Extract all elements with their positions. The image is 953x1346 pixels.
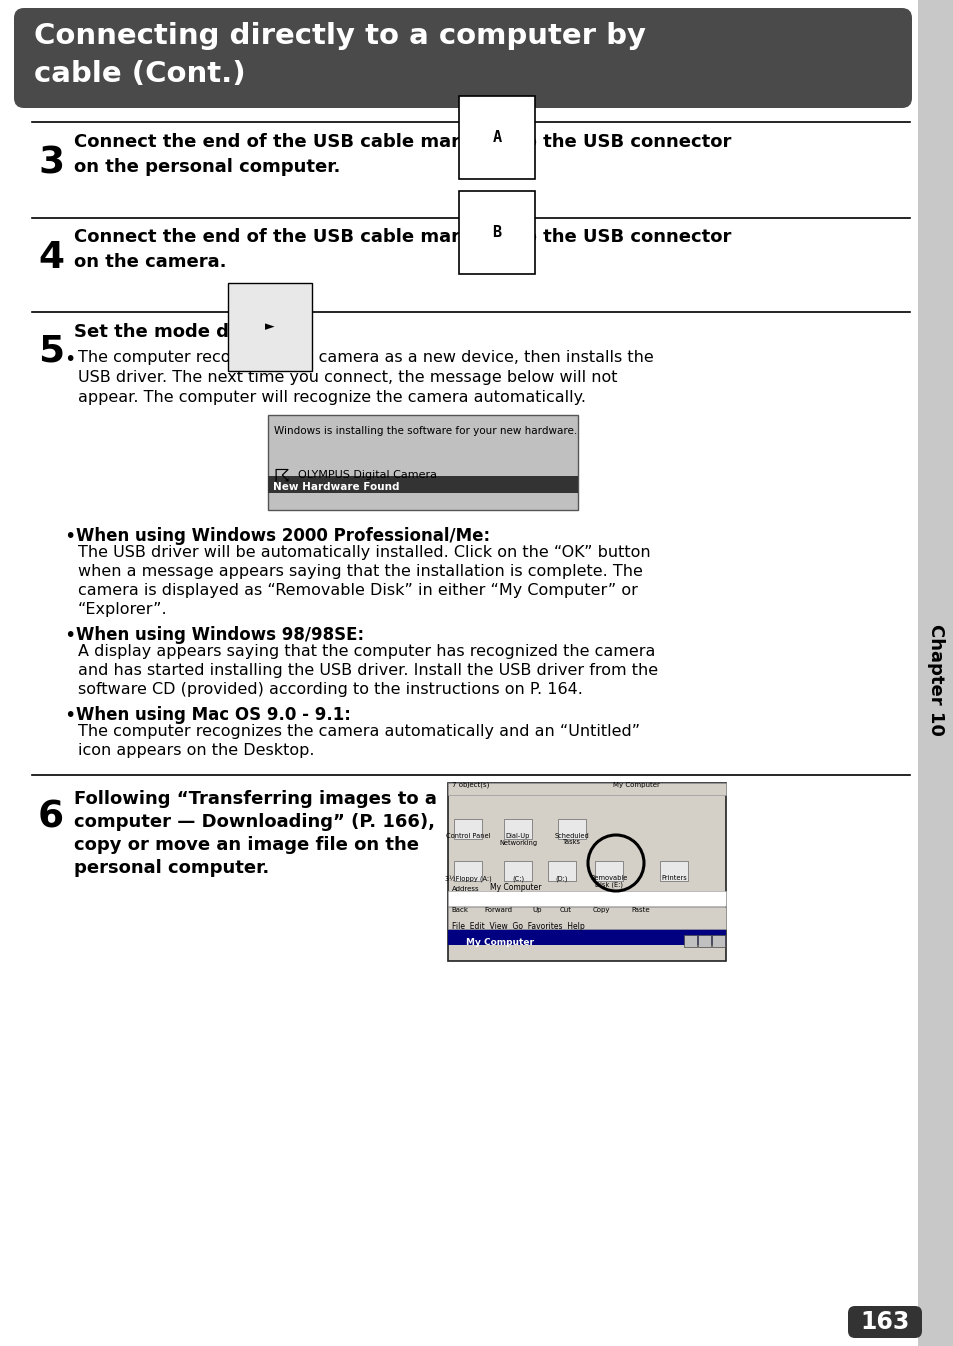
Text: to the USB connector: to the USB connector (516, 227, 731, 246)
Text: personal computer.: personal computer. (74, 859, 269, 878)
Text: appear. The computer will recognize the camera automatically.: appear. The computer will recognize the … (78, 390, 585, 405)
Text: cable (Cont.): cable (Cont.) (34, 61, 245, 87)
Text: “Explorer”.: “Explorer”. (78, 602, 168, 616)
Text: New Hardware Found: New Hardware Found (273, 482, 399, 493)
Text: Printers: Printers (660, 875, 686, 882)
Text: My Computer: My Computer (465, 938, 534, 948)
Text: on the personal computer.: on the personal computer. (74, 157, 340, 176)
Text: •: • (64, 350, 75, 369)
Text: The computer recognizes the camera as a new device, then installs the: The computer recognizes the camera as a … (78, 350, 653, 365)
Text: File  Edit  View  Go  Favorites  Help: File Edit View Go Favorites Help (452, 922, 584, 931)
Text: Set the mode dial to: Set the mode dial to (74, 323, 280, 341)
Bar (558, 818, 585, 839)
Text: Removable
Disk (E:): Removable Disk (E:) (590, 875, 627, 888)
Text: 6: 6 (38, 800, 64, 836)
Text: 4: 4 (38, 240, 64, 276)
Text: 3½Floppy (A:): 3½Floppy (A:) (444, 875, 491, 882)
Bar (595, 861, 622, 882)
Bar (448, 891, 725, 906)
Text: When using Windows 98/98SE:: When using Windows 98/98SE: (76, 626, 364, 643)
Text: B: B (492, 225, 501, 240)
Text: ►: ► (265, 320, 274, 332)
Text: icon appears on the Desktop.: icon appears on the Desktop. (78, 743, 314, 758)
Bar (448, 783, 725, 961)
Text: Back: Back (451, 907, 468, 913)
Text: The computer recognizes the camera automatically and an “Untitled”: The computer recognizes the camera autom… (78, 724, 639, 739)
Bar (698, 935, 710, 948)
Text: (C:): (C:) (512, 875, 523, 882)
Bar (503, 861, 532, 882)
Text: computer — Downloading” (P. 166),: computer — Downloading” (P. 166), (74, 813, 435, 830)
Text: Paste: Paste (630, 907, 649, 913)
Text: .: . (290, 323, 296, 341)
Text: Chapter 10: Chapter 10 (926, 625, 944, 736)
Bar (659, 861, 687, 882)
Text: Up: Up (532, 907, 541, 913)
Bar (547, 861, 576, 882)
Text: Scheduled
Tasks: Scheduled Tasks (554, 833, 589, 845)
Text: Forward: Forward (483, 907, 512, 913)
Text: Copy: Copy (593, 907, 610, 913)
Text: USB driver. The next time you connect, the message below will not: USB driver. The next time you connect, t… (78, 370, 617, 385)
Bar (448, 929, 725, 945)
Bar (448, 783, 725, 795)
Text: Connect the end of the USB cable marked: Connect the end of the USB cable marked (74, 227, 496, 246)
Bar (268, 476, 578, 493)
Bar (454, 861, 481, 882)
Bar (917, 0, 953, 1346)
Bar (454, 818, 481, 839)
Text: on the camera.: on the camera. (74, 253, 226, 271)
Text: •: • (64, 707, 75, 725)
Text: 7 object(s): 7 object(s) (452, 782, 489, 787)
FancyBboxPatch shape (847, 1306, 921, 1338)
Text: to the USB connector: to the USB connector (516, 133, 731, 151)
Bar (268, 415, 578, 510)
Text: My Computer: My Computer (613, 782, 659, 787)
Text: camera is displayed as “Removable Disk” in either “My Computer” or: camera is displayed as “Removable Disk” … (78, 583, 638, 598)
Text: When using Windows 2000 Professional/Me:: When using Windows 2000 Professional/Me: (76, 528, 490, 545)
Text: OLYMPUS Digital Camera: OLYMPUS Digital Camera (297, 470, 436, 481)
Text: 5: 5 (38, 332, 64, 369)
Text: •: • (64, 528, 75, 546)
Text: 163: 163 (860, 1310, 909, 1334)
Text: software CD (provided) according to the instructions on P. 164.: software CD (provided) according to the … (78, 682, 582, 697)
Text: Connect the end of the USB cable marked: Connect the end of the USB cable marked (74, 133, 496, 151)
Text: A display appears saying that the computer has recognized the camera: A display appears saying that the comput… (78, 643, 655, 660)
Text: (D:): (D:) (556, 875, 568, 882)
Text: copy or move an image file on the: copy or move an image file on the (74, 836, 418, 853)
Text: Following “Transferring images to a: Following “Transferring images to a (74, 790, 436, 808)
Text: when a message appears saying that the installation is complete. The: when a message appears saying that the i… (78, 564, 642, 579)
Text: Address: Address (452, 886, 479, 892)
Bar (711, 935, 724, 948)
Bar (503, 818, 532, 839)
Text: When using Mac OS 9.0 - 9.1:: When using Mac OS 9.0 - 9.1: (76, 707, 351, 724)
Text: My Computer: My Computer (490, 883, 541, 892)
Text: Connecting directly to a computer by: Connecting directly to a computer by (34, 22, 645, 50)
Text: and has started installing the USB driver. Install the USB driver from the: and has started installing the USB drive… (78, 664, 658, 678)
Text: ☈: ☈ (274, 468, 290, 486)
Text: The USB driver will be automatically installed. Click on the “OK” button: The USB driver will be automatically ins… (78, 545, 650, 560)
Text: 3: 3 (38, 145, 64, 180)
FancyBboxPatch shape (14, 8, 911, 108)
Text: Cut: Cut (559, 907, 572, 913)
Text: Dial-Up
Networking: Dial-Up Networking (498, 833, 537, 845)
Text: A: A (492, 131, 501, 145)
Text: Control Panel: Control Panel (445, 833, 490, 839)
Text: •: • (64, 626, 75, 645)
Bar (448, 907, 725, 929)
Text: Windows is installing the software for your new hardware.: Windows is installing the software for y… (274, 425, 577, 436)
Bar (683, 935, 697, 948)
